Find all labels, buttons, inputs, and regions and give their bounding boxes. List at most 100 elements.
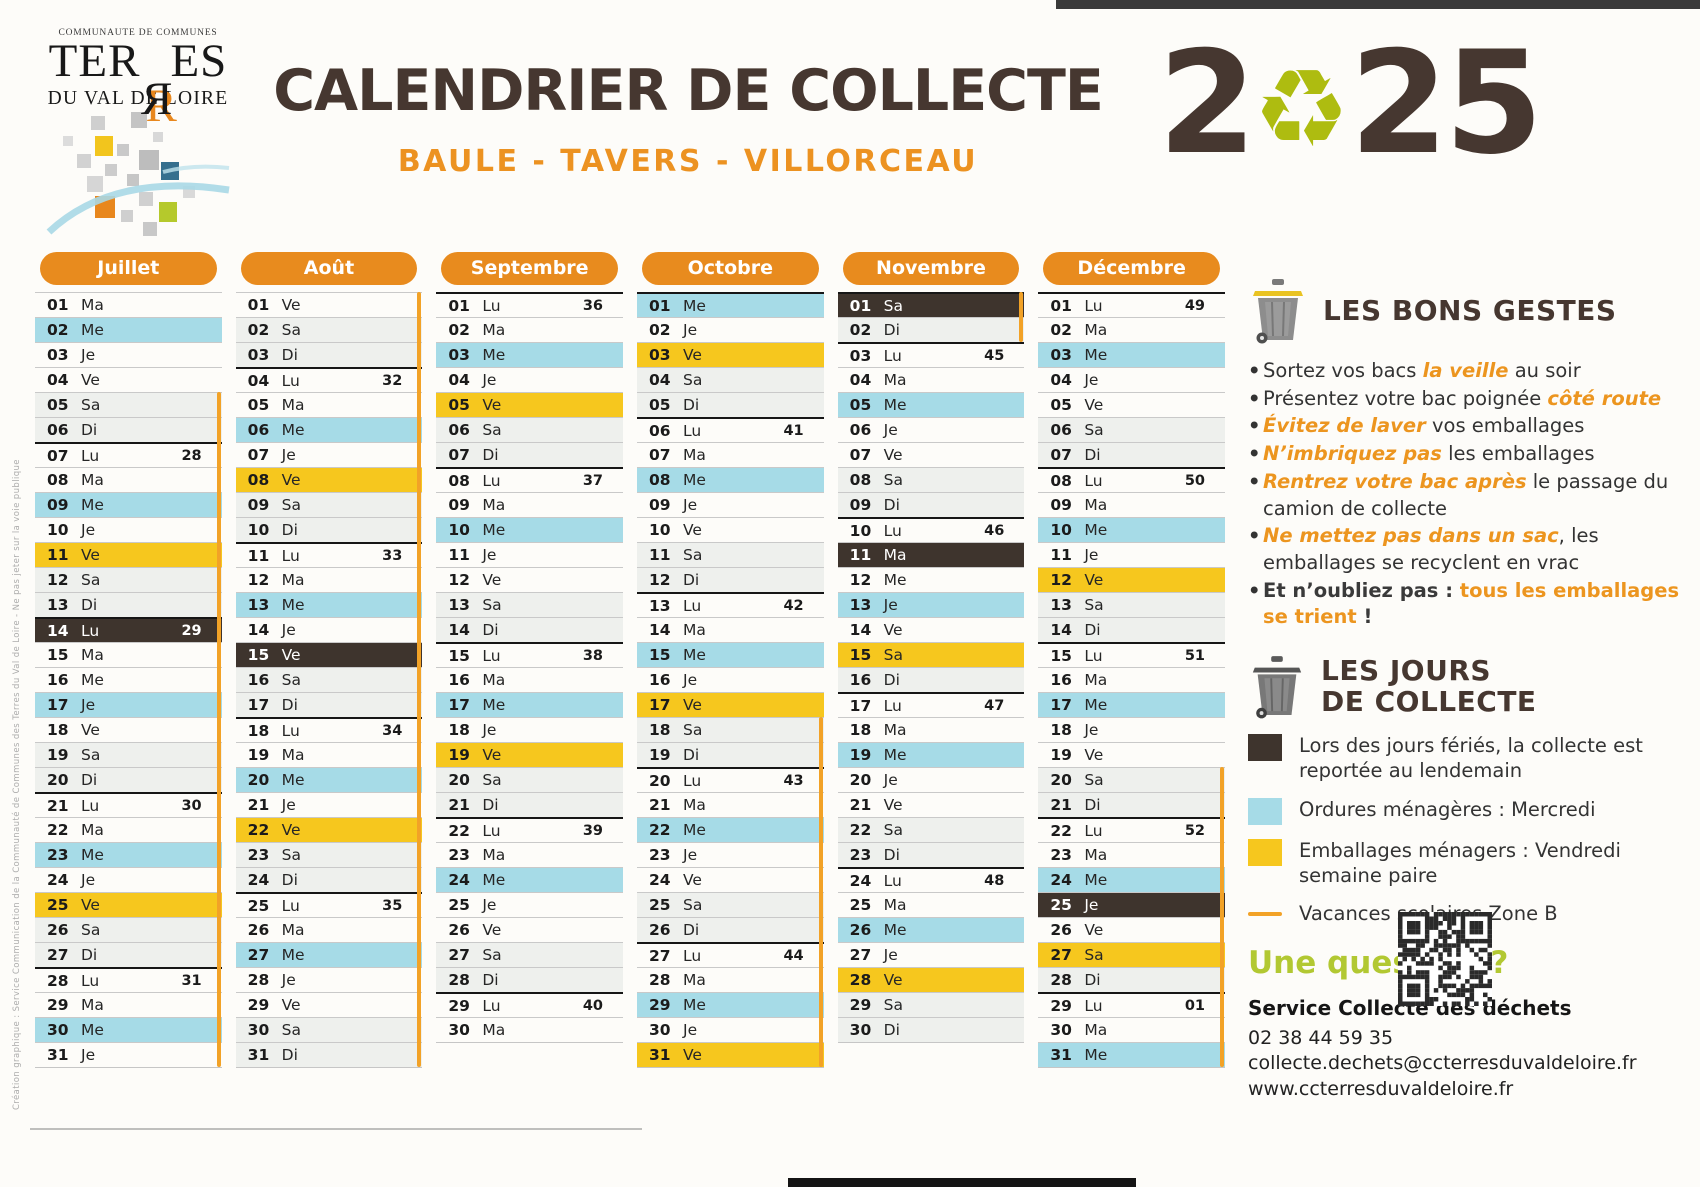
- week-number: 36: [582, 297, 603, 314]
- day-row: 24 Ve: [637, 867, 824, 892]
- legend-swatch-blue: [1248, 797, 1282, 825]
- day-row: 07 Ve: [837, 442, 1025, 467]
- month-header: Décembre: [1043, 252, 1220, 285]
- week-number: 35: [382, 897, 403, 914]
- logo-mosaic-graphic: [46, 111, 230, 236]
- day-row: 16 Di: [837, 667, 1025, 692]
- month-header: Juillet: [40, 252, 217, 285]
- day-row: 05 Me: [837, 392, 1025, 417]
- day-row: 28 Di: [436, 967, 623, 992]
- day-row: 09 Di: [837, 492, 1025, 517]
- legend-item-blue: Ordures ménagères : Mercredi: [1248, 797, 1692, 825]
- day-row: 04 Je: [436, 367, 623, 392]
- week-number: 32: [382, 372, 403, 389]
- trash-bin-dark-icon: [1252, 656, 1302, 719]
- month-days: 01 Lu 49 02 Ma 03 Me 04 Je 05 Ve 06 Sa 07 Di 08 Lu 50 09 Ma…: [1038, 292, 1225, 1068]
- day-row: 25 Je: [1038, 892, 1225, 917]
- day-row: 10 Je: [35, 517, 222, 542]
- recycle-icon: ♻: [1252, 47, 1350, 172]
- day-row: 26 Di: [637, 917, 824, 942]
- day-row: 04 Ma: [837, 367, 1025, 392]
- day-row: 23 Me: [35, 842, 222, 867]
- month-days: 01 Sa 02 Di 03 Lu 45 04 Ma 05 Me 06 Je 07 Ve 08 Sa 09 Di 10…: [837, 292, 1025, 1043]
- collection-legend: Lors des jours fériés, la collecte est r…: [1248, 733, 1692, 927]
- week-number: 28: [181, 447, 202, 464]
- day-row: 30 Sa: [235, 1017, 423, 1042]
- day-row: 09 Ma: [1038, 492, 1225, 517]
- day-row: 10 Me: [436, 517, 623, 542]
- day-row: 09 Ma: [436, 492, 623, 517]
- day-row: 31 Je: [35, 1042, 222, 1067]
- day-row: 31 Me: [1038, 1042, 1225, 1067]
- day-row: 03 Lu 45: [837, 342, 1025, 367]
- day-row: 20 Je: [837, 767, 1025, 792]
- week-number: 29: [181, 622, 202, 639]
- day-row: 08 Sa: [837, 467, 1025, 492]
- week-number: 38: [582, 647, 603, 664]
- day-row: 18 Lu 34: [235, 717, 423, 742]
- day-row: 19 Sa: [35, 742, 222, 767]
- day-row: 15 Me: [637, 642, 824, 667]
- day-row: 29 Me: [637, 992, 824, 1017]
- day-row: 19 Di: [637, 742, 824, 767]
- day-row: 24 Di: [235, 867, 423, 892]
- day-row: 01 Ma: [35, 292, 222, 317]
- week-number: 47: [984, 697, 1005, 714]
- day-row: 30 Je: [637, 1017, 824, 1042]
- day-row: 11 Ma: [837, 542, 1025, 567]
- tip-item: • N’imbriquez pas les emballages: [1248, 442, 1595, 466]
- day-row: 23 Ma: [1038, 842, 1225, 867]
- week-number: 45: [984, 347, 1005, 364]
- day-row: 13 Di: [35, 592, 222, 617]
- day-row: 29 Ve: [235, 992, 423, 1017]
- day-row: 19 Ve: [436, 742, 623, 767]
- day-row: 29 Lu 40: [436, 992, 623, 1017]
- legend-item-dark: Lors des jours fériés, la collecte est r…: [1248, 733, 1692, 784]
- day-row: 25 Ma: [837, 892, 1025, 917]
- day-row: 22 Ve: [235, 817, 423, 842]
- day-row: 13 Me: [235, 592, 423, 617]
- day-row: 16 Ma: [1038, 667, 1225, 692]
- school-vacation-line: [216, 392, 221, 1067]
- day-row: 21 Di: [1038, 792, 1225, 817]
- week-number: 01: [1184, 997, 1205, 1014]
- day-row: 12 Di: [637, 567, 824, 592]
- day-row: 17 Di: [235, 692, 423, 717]
- day-row: 28 Je: [235, 967, 423, 992]
- day-row: 06 Lu 41: [637, 417, 824, 442]
- day-row: 24 Me: [436, 867, 623, 892]
- day-row: 18 Je: [436, 717, 623, 742]
- day-row: 23 Sa: [235, 842, 423, 867]
- day-row: 16 Me: [35, 667, 222, 692]
- legend-swatch-yellow: [1248, 838, 1282, 866]
- day-row: 06 Me: [235, 417, 423, 442]
- year-2025: 2♻25: [1158, 21, 1543, 186]
- day-row: 22 Sa: [837, 817, 1025, 842]
- week-number: 31: [181, 972, 202, 989]
- tip-item: • Présentez votre bac poignée côté route: [1248, 386, 1662, 410]
- sidebar: LES BONS GESTES • Sortez vos bacs la veil…: [1248, 278, 1692, 1103]
- day-row: 20 Me: [235, 767, 423, 792]
- day-row: 21 Je: [235, 792, 423, 817]
- legend-swatch-line: [1248, 912, 1282, 917]
- day-row: 05 Ve: [436, 392, 623, 417]
- month-décembre: Décembre 01 Lu 49 02 Ma 03 Me 04 Je 05 Ve 06 Sa 07 Di 08…: [1038, 252, 1225, 1068]
- day-row: 17 Je: [35, 692, 222, 717]
- day-row: 06 Sa: [436, 417, 623, 442]
- day-row: 19 Ve: [1038, 742, 1225, 767]
- day-row: 08 Ve: [235, 467, 423, 492]
- day-row: 27 Lu 44: [637, 942, 824, 967]
- week-number: 33: [382, 547, 403, 564]
- scan-artifact-top: [1056, 0, 1700, 9]
- day-row: 15 Lu 38: [436, 642, 623, 667]
- school-vacation-line: [1019, 292, 1024, 342]
- week-number: 41: [783, 422, 804, 439]
- day-row: 03 Di: [235, 342, 423, 367]
- week-number: 37: [582, 472, 603, 489]
- day-row: 25 Lu 35: [235, 892, 423, 917]
- contact-phone: 02 38 44 59 35: [1248, 1026, 1394, 1049]
- day-row: 27 Me: [235, 942, 423, 967]
- day-row: 30 Ma: [436, 1017, 623, 1042]
- day-row: 18 Je: [1038, 717, 1225, 742]
